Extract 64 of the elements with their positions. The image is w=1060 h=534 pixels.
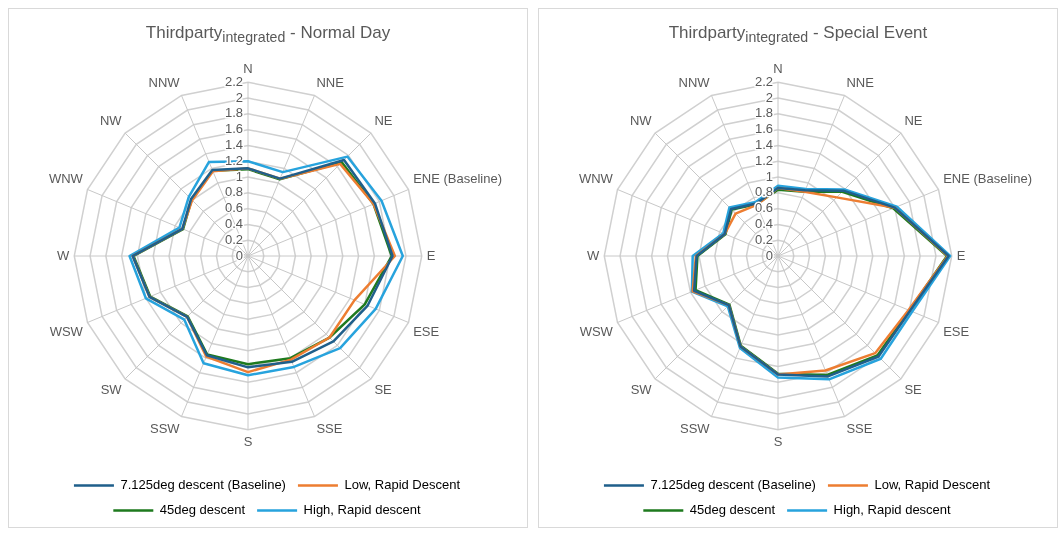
y-tick-label: 1.2 xyxy=(754,153,773,169)
spoke-label: NNW xyxy=(148,75,181,91)
spoke-label: NNW xyxy=(678,75,711,91)
spoke-label: WNW xyxy=(48,171,84,187)
y-tick-label: 0 xyxy=(235,247,243,263)
spoke-label: SW xyxy=(630,382,653,398)
y-tick-label: 0.8 xyxy=(224,184,243,200)
y-tick-label: 0 xyxy=(765,247,773,263)
spoke-label: ESE xyxy=(943,324,970,340)
spoke-label: ENE (Baseline) xyxy=(413,171,503,187)
y-tick-label: 0.6 xyxy=(224,200,243,216)
y-tick-label: 2 xyxy=(765,90,773,106)
spoke-label: NNE xyxy=(846,75,875,91)
y-tick-label: 2.2 xyxy=(224,74,243,90)
spoke-label: W xyxy=(586,247,600,263)
y-tick-label: 1.8 xyxy=(754,105,773,121)
y-tick-label: 1.6 xyxy=(754,121,773,137)
spoke-label: SSW xyxy=(149,420,181,436)
legend-label: High, Rapid descent xyxy=(833,502,952,518)
spoke-label: NE xyxy=(904,113,923,129)
y-tick-label: 1 xyxy=(235,169,243,184)
spoke-label: SSE xyxy=(846,420,873,436)
spoke-label: W xyxy=(56,247,70,263)
y-tick-label: 0.2 xyxy=(754,232,773,248)
y-tick-label: 2 xyxy=(235,90,243,106)
y-tick-label: 1 xyxy=(765,169,773,184)
spoke-label: ENE (Baseline) xyxy=(943,171,1033,187)
spoke-label: WSW xyxy=(579,324,614,340)
y-tick-label: 0.4 xyxy=(754,216,773,232)
spoke-label: NE xyxy=(374,113,393,129)
spoke-label: SSW xyxy=(679,420,711,436)
y-tick-label: 0.2 xyxy=(224,232,243,248)
spoke-label: WNW xyxy=(578,171,614,187)
spoke-label: NNE xyxy=(316,75,345,91)
spoke-label: WSW xyxy=(49,324,84,340)
legend-label: 45deg descent xyxy=(159,502,246,518)
legend-label: Low, Rapid Descent xyxy=(344,477,461,493)
spoke-label: N xyxy=(243,61,253,77)
y-tick-label: 2.2 xyxy=(754,74,773,90)
spoke-label: NW xyxy=(629,113,653,129)
y-tick-label: 1.4 xyxy=(224,137,243,153)
legend-label: Low, Rapid Descent xyxy=(874,477,991,493)
spoke-label: N xyxy=(773,61,783,77)
spoke-label: SE xyxy=(904,382,923,398)
y-tick-label: 1.8 xyxy=(224,105,243,121)
spoke-label: NW xyxy=(99,113,123,129)
spoke-label: ESE xyxy=(413,324,440,340)
chart-title: Thirdparty$_{integrated}$ - Normal Day xyxy=(144,23,392,46)
spoke-label: E xyxy=(426,247,436,263)
legend-label: High, Rapid descent xyxy=(303,502,422,518)
chart-title: Thirdparty$_{integrated}$ - Special Event xyxy=(667,23,929,46)
legend-label: 45deg descent xyxy=(689,502,776,518)
legend-label: 7.125deg descent (Baseline) xyxy=(650,477,816,493)
spoke-label: E xyxy=(956,247,966,263)
y-tick-label: 1.4 xyxy=(754,137,773,153)
spoke-label: S xyxy=(243,434,253,450)
legend-label: 7.125deg descent (Baseline) xyxy=(120,477,286,493)
y-tick-label: 1.6 xyxy=(224,121,243,137)
spoke-label: S xyxy=(773,434,783,450)
spoke-label: SSE xyxy=(316,420,343,436)
y-tick-label: 0.6 xyxy=(754,200,773,216)
spoke-label: SE xyxy=(374,382,393,398)
spoke-label: SW xyxy=(100,382,123,398)
y-tick-label: 0.4 xyxy=(224,216,243,232)
